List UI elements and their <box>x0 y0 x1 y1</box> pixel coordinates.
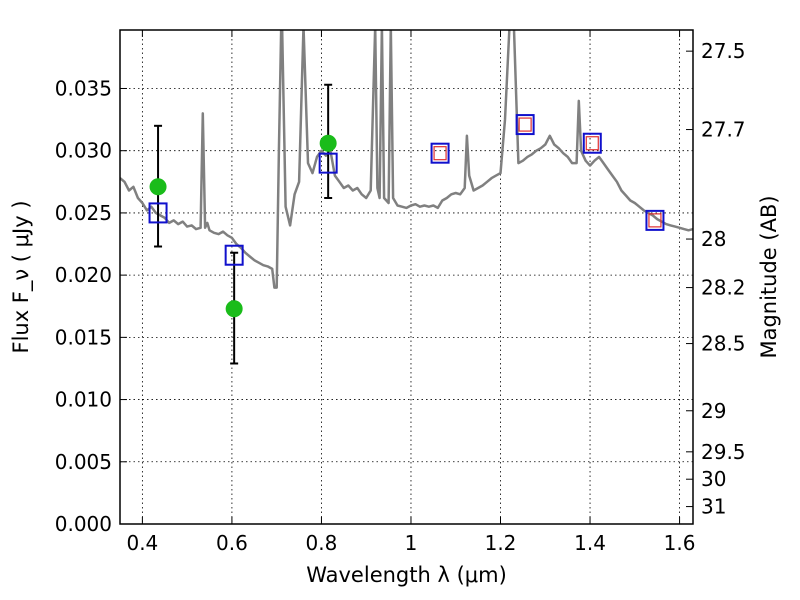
y-tick-label: 0.020 <box>55 263 112 287</box>
y-tick-label: 0.025 <box>55 201 112 225</box>
y2-axis-label: Magnitude (AB) <box>757 195 781 358</box>
model-square <box>648 213 662 228</box>
y-tick-label: 0.035 <box>55 76 112 100</box>
x-axis-label: Wavelength λ (μm) <box>306 563 507 587</box>
y2-tick-label: 30 <box>701 467 726 491</box>
photometry-square <box>645 209 665 231</box>
y-axis-label: Flux F_ν ( μJy ) <box>9 200 34 353</box>
x-tick-label: 1 <box>405 531 418 555</box>
y2-tick-label: 28 <box>701 227 726 251</box>
observed-point <box>319 134 337 152</box>
y2-tick-label: 29 <box>701 399 726 423</box>
model-square <box>585 136 599 151</box>
x-tick-label: 0.4 <box>126 531 158 555</box>
photometry-square <box>318 152 338 174</box>
x-tick-label: 0.8 <box>306 531 338 555</box>
y2-tick-label: 28.5 <box>701 332 746 356</box>
observed-point <box>225 300 243 318</box>
observed-point <box>149 178 167 196</box>
model-square <box>518 117 532 132</box>
y-tick-label: 0.015 <box>55 325 112 349</box>
y2-tick-label: 28.2 <box>701 276 746 300</box>
series-layer <box>120 30 693 365</box>
y2-tick-label: 31 <box>701 495 726 519</box>
y-tick-label: 0.030 <box>55 139 112 163</box>
y-tick-label: 0.005 <box>55 450 112 474</box>
spectrum-line <box>120 30 693 289</box>
photometry-square <box>148 202 168 224</box>
y2-tick-label: 27.7 <box>701 118 746 142</box>
model-square <box>433 146 447 161</box>
x-tick-label: 1.2 <box>485 531 517 555</box>
y-tick-label: 0.000 <box>55 512 112 536</box>
plot-frame <box>119 29 694 525</box>
photometry-square <box>224 244 244 266</box>
photometry-square <box>582 132 602 154</box>
y-tick-label: 0.010 <box>55 388 112 412</box>
x-tick-label: 1.6 <box>664 531 696 555</box>
y2-tick-label: 27.5 <box>701 39 746 63</box>
photometry-square <box>430 142 450 164</box>
ticks: 0.4 0.6 0.8 1 1.2 1.4 1.6 0.000 0.005 0.010 0.015 0… <box>55 30 746 555</box>
x-tick-label: 1.4 <box>574 531 606 555</box>
y2-tick-label: 29.5 <box>701 440 746 464</box>
x-tick-label: 0.6 <box>216 531 248 555</box>
photometry-square <box>515 114 535 136</box>
